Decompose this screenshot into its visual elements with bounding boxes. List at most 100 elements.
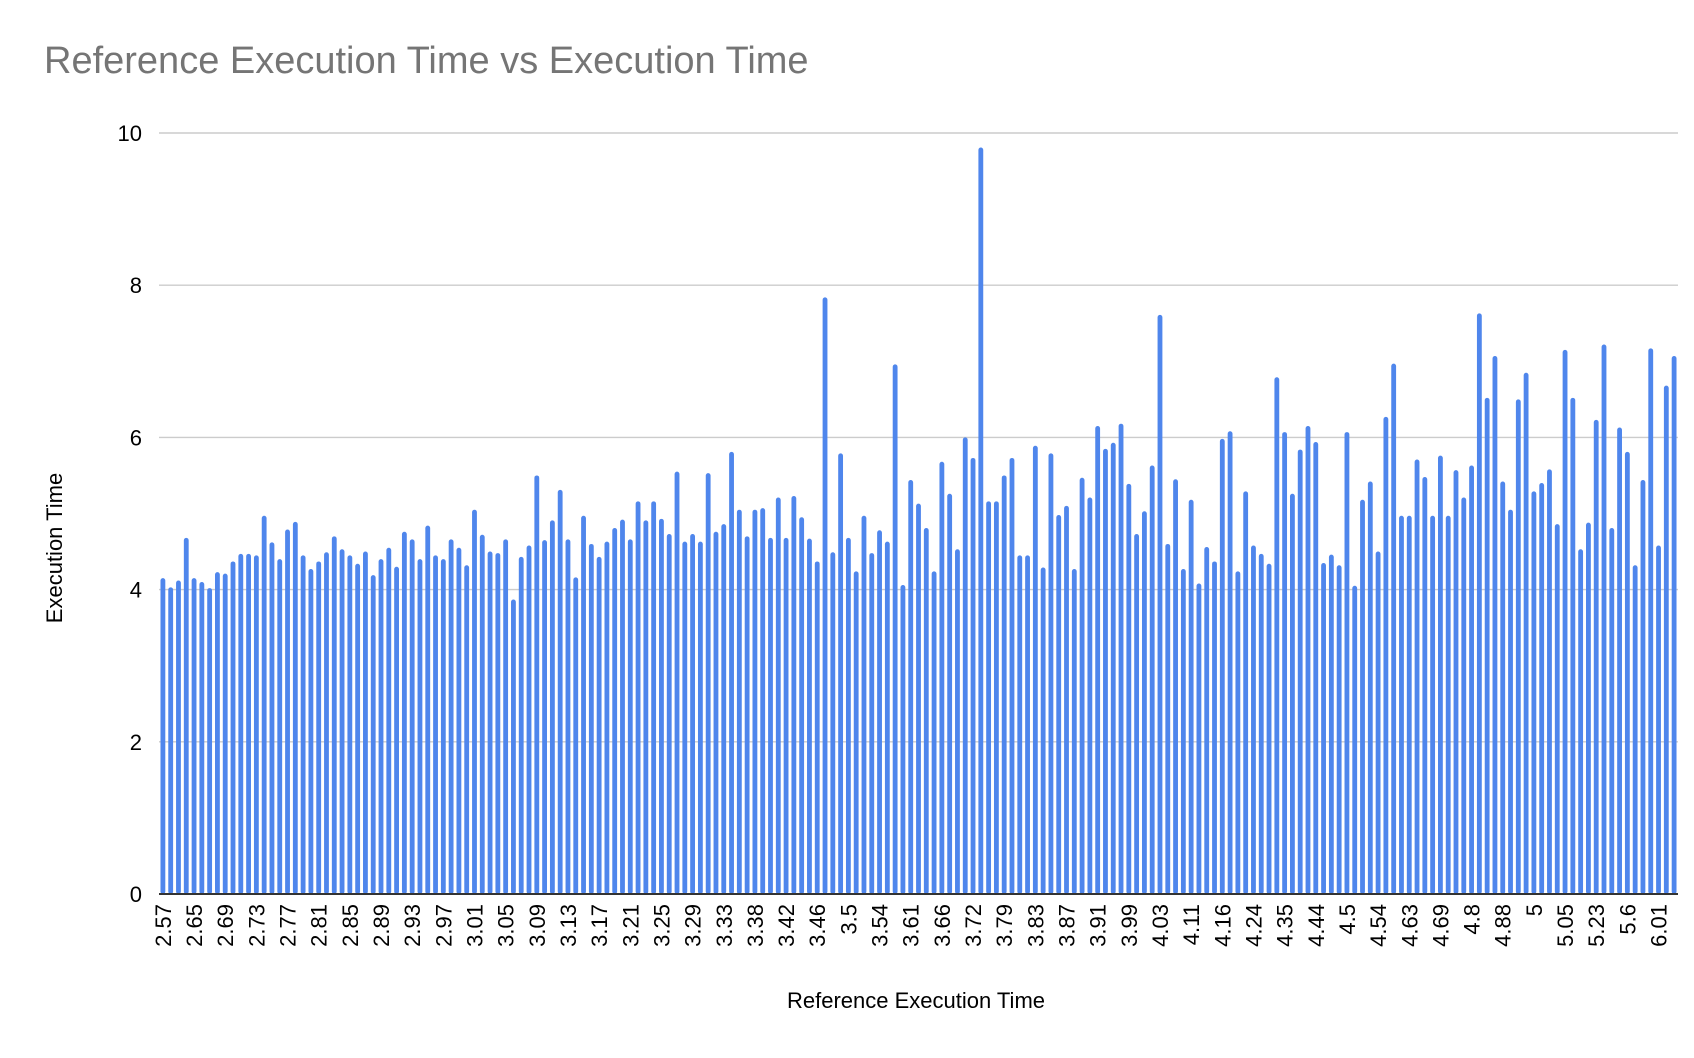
x-tick-label: 3.46 <box>805 904 830 947</box>
bar <box>1422 476 1428 894</box>
bar <box>1227 431 1233 894</box>
bar <box>838 453 844 894</box>
bar <box>261 515 267 894</box>
y-tick-label: 4 <box>130 578 142 603</box>
x-tick-label: 3.66 <box>930 904 955 947</box>
bar <box>768 537 773 894</box>
bar <box>1453 470 1459 894</box>
bar <box>643 520 649 894</box>
bar <box>908 480 914 894</box>
bar <box>939 461 945 894</box>
bar <box>729 451 734 894</box>
bar <box>1009 457 1015 894</box>
bar <box>1383 416 1389 894</box>
x-tick-label: 3.83 <box>1023 904 1048 947</box>
bar <box>822 297 828 895</box>
bar <box>588 543 594 894</box>
bar <box>472 509 477 894</box>
x-tick-label: 2.73 <box>244 904 269 947</box>
bar <box>1508 509 1513 894</box>
bar <box>970 457 976 894</box>
bar <box>409 539 415 894</box>
bar <box>978 147 984 895</box>
y-tick-label: 8 <box>130 273 142 298</box>
bar <box>1640 480 1646 894</box>
x-tick-label: 3.42 <box>774 904 799 947</box>
bar <box>1656 545 1661 894</box>
x-tick-label: 5.6 <box>1615 904 1640 935</box>
bar <box>1048 453 1054 894</box>
bar <box>1469 465 1474 894</box>
bar <box>363 551 368 894</box>
bar <box>542 540 548 894</box>
bars <box>160 147 1677 895</box>
bar <box>176 580 181 894</box>
bar <box>1110 442 1116 894</box>
x-axis-label: Reference Execution Time <box>787 988 1045 1013</box>
bar <box>1632 565 1638 894</box>
bar <box>277 559 283 894</box>
bar <box>246 553 251 894</box>
bar <box>1671 355 1677 894</box>
bar <box>799 517 805 894</box>
bar <box>199 581 205 894</box>
bar <box>1531 491 1537 894</box>
bar <box>1515 399 1521 894</box>
bar <box>1258 553 1264 894</box>
bar <box>347 555 353 894</box>
bar <box>565 539 571 894</box>
x-tick-label: 3.29 <box>681 904 706 947</box>
bar <box>308 569 314 894</box>
bar <box>1321 562 1326 894</box>
bar <box>1336 565 1342 894</box>
x-tick-label: 4.11 <box>1179 904 1204 945</box>
x-tick-label: 3.21 <box>618 904 643 947</box>
bar <box>456 547 462 894</box>
y-tick-labels: 0 2 4 6 8 10 <box>118 121 142 907</box>
bar <box>1328 554 1334 894</box>
bar <box>1414 459 1420 894</box>
x-tick-label: 4.24 <box>1241 904 1266 947</box>
x-tick-label: 2.93 <box>400 904 425 947</box>
x-tick-label: 4.16 <box>1210 904 1235 947</box>
x-tick-label: 3.72 <box>961 904 986 947</box>
bar <box>511 599 516 894</box>
bar <box>425 525 431 894</box>
bar <box>814 561 820 894</box>
bar <box>1430 515 1436 894</box>
bar <box>1406 515 1412 894</box>
bar <box>1134 534 1140 894</box>
bar <box>1180 569 1186 894</box>
bar <box>1235 571 1241 894</box>
bar <box>370 575 376 894</box>
bar <box>744 536 750 894</box>
bar <box>285 529 290 894</box>
bar <box>604 541 610 894</box>
bar <box>1367 481 1373 894</box>
x-tick-label: 4.54 <box>1366 904 1391 947</box>
bar <box>1204 546 1210 894</box>
x-tick-label: 4.88 <box>1491 904 1516 947</box>
bar <box>1149 465 1155 894</box>
bar <box>612 527 618 894</box>
bar <box>775 497 781 894</box>
x-tick-label: 3.54 <box>868 904 893 947</box>
bar <box>877 530 882 894</box>
bar <box>1219 438 1225 894</box>
y-tick-label: 2 <box>130 730 142 755</box>
bar <box>168 587 174 894</box>
x-tick-label: 2.85 <box>338 904 363 947</box>
y-tick-label: 6 <box>130 425 142 450</box>
x-tick-label: 2.97 <box>431 904 456 947</box>
y-tick-label: 10 <box>118 121 142 146</box>
x-tick-label: 5 <box>1522 904 1547 916</box>
bar <box>581 515 586 894</box>
x-tick-label: 3.61 <box>899 904 924 947</box>
bar <box>736 509 742 894</box>
bar <box>947 493 953 894</box>
bar <box>697 541 703 894</box>
x-tick-label: 4.69 <box>1428 904 1453 947</box>
bar <box>845 537 851 894</box>
bar <box>1500 481 1506 894</box>
bar <box>316 561 322 894</box>
